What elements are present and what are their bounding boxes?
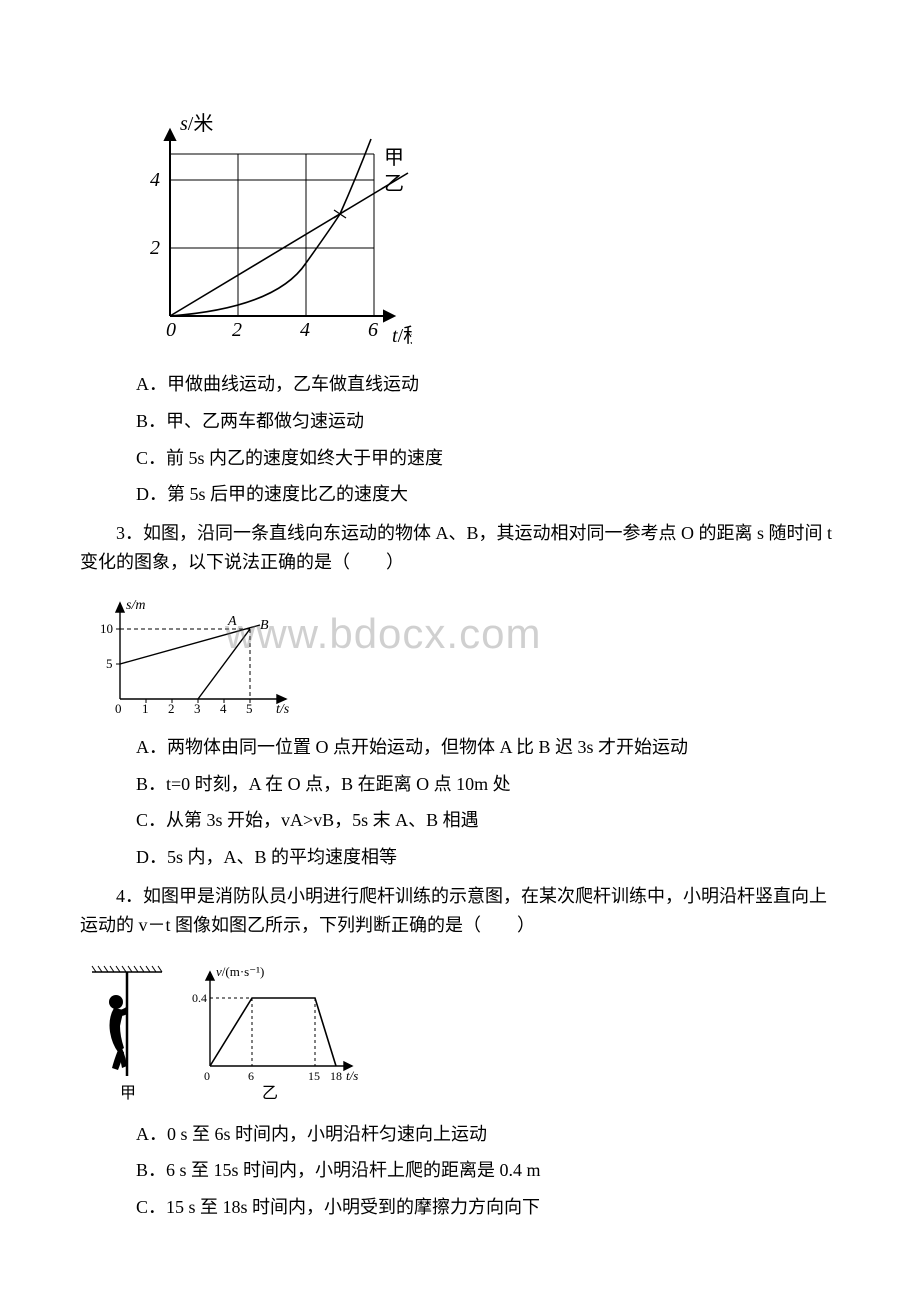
svg-text:t/秒: t/秒	[392, 324, 412, 347]
svg-text:s/米: s/米	[180, 112, 213, 135]
q4-stem: 4．如图甲是消防队员小明进行爬杆训练的示意图，在某次爬杆训练中，小明沿杆竖直向上…	[80, 882, 840, 940]
svg-text:0: 0	[166, 319, 176, 341]
svg-text:s/m: s/m	[126, 598, 145, 613]
svg-text:A: A	[227, 614, 237, 629]
q2-label-jia: 甲	[384, 147, 404, 169]
q2-option-D: D．第 5s 后甲的速度比乙的速度大	[136, 480, 840, 509]
svg-text:t/s: t/s	[346, 1068, 358, 1083]
svg-text:4: 4	[300, 319, 310, 341]
q2-option-C: C．前 5s 内乙的速度如终大于甲的速度	[136, 444, 840, 473]
svg-text:5: 5	[106, 656, 113, 671]
q3-stem: 3．如图，沿同一条直线向东运动的物体 A、B，其运动相对同一参考点 O 的距离 …	[80, 519, 840, 577]
q4-option-A: A．0 s 至 6s 时间内，小明沿杆匀速向上运动	[136, 1120, 840, 1149]
q2-label-yi: 乙	[384, 173, 404, 195]
svg-text:B: B	[260, 618, 269, 633]
svg-text:6: 6	[368, 319, 378, 341]
svg-text:10: 10	[100, 621, 113, 636]
q3-chart: 0 1 2 3 4 5 10 5 s/m t/s A B	[90, 595, 840, 719]
svg-text:0.4: 0.4	[192, 991, 207, 1005]
q2-chart-svg: 0 2 4 6 2 4 s/米 t/秒 甲 乙	[136, 108, 412, 356]
svg-text:4: 4	[220, 701, 227, 716]
q3-option-C: C．从第 3s 开始，vA>vB，5s 末 A、B 相遇	[136, 806, 840, 835]
svg-text:18: 18	[330, 1069, 342, 1083]
svg-text:1: 1	[142, 701, 149, 716]
svg-text:5: 5	[246, 701, 253, 716]
svg-text:v/(m·s⁻¹): v/(m·s⁻¹)	[216, 964, 264, 979]
q4-yi-label: 乙	[262, 1085, 278, 1102]
q4-option-C: C．15 s 至 18s 时间内，小明受到的摩擦力方向向下	[136, 1193, 840, 1222]
svg-text:t/s: t/s	[276, 702, 290, 717]
q3-option-A: A．两物体由同一位置 O 点开始运动，但物体 A 比 B 迟 3s 才开始运动	[136, 733, 840, 762]
q4-figure-svg: 甲 0 6 15 18 0.4 v/(m·s⁻¹) t/s 乙	[90, 958, 370, 1106]
svg-text:3: 3	[194, 701, 201, 716]
svg-text:2: 2	[150, 237, 160, 259]
q3-option-D: D．5s 内，A、B 的平均速度相等	[136, 843, 840, 872]
q2-option-A: A．甲做曲线运动，乙车做直线运动	[136, 370, 840, 399]
q2-chart: 0 2 4 6 2 4 s/米 t/秒 甲 乙	[136, 108, 840, 356]
q4-option-B: B．6 s 至 15s 时间内，小明沿杆上爬的距离是 0.4 m	[136, 1156, 840, 1185]
svg-text:2: 2	[232, 319, 242, 341]
svg-text:4: 4	[150, 169, 160, 191]
q3-option-B: B．t=0 时刻，A 在 O 点，B 在距离 O 点 10m 处	[136, 770, 840, 799]
q3-chart-svg: 0 1 2 3 4 5 10 5 s/m t/s A B	[90, 595, 300, 719]
q4-figure: 甲 0 6 15 18 0.4 v/(m·s⁻¹) t/s 乙	[90, 958, 840, 1106]
svg-text:15: 15	[308, 1069, 320, 1083]
q4-jia-label: 甲	[120, 1085, 136, 1102]
svg-text:6: 6	[248, 1069, 254, 1083]
q2-option-B: B．甲、乙两车都做匀速运动	[136, 407, 840, 436]
svg-text:0: 0	[204, 1069, 210, 1083]
svg-text:2: 2	[168, 701, 175, 716]
svg-text:0: 0	[115, 701, 122, 716]
